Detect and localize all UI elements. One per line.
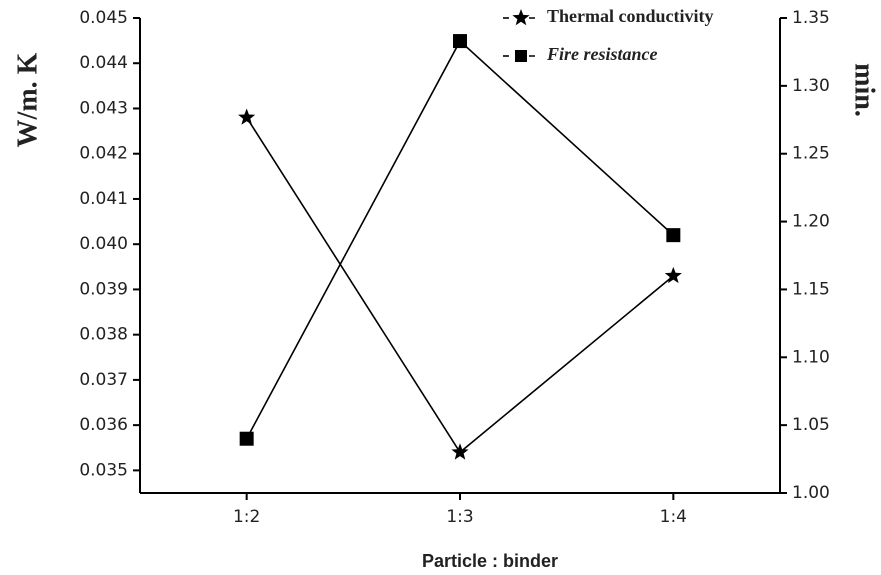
y2-axis-label: min.: [849, 63, 880, 117]
x-tick-label: 1:3: [446, 507, 473, 527]
y-tick-label: 0.045: [79, 8, 128, 28]
y2-tick-label: 1.05: [792, 415, 830, 435]
y2-tick-label: 1.00: [792, 483, 830, 503]
y2-tick-label: 1.25: [792, 144, 830, 164]
series-line: [245, 117, 674, 454]
series-line: [245, 39, 674, 440]
x-tick-label: 1:2: [233, 507, 260, 527]
legend-label: Thermal conductivity: [547, 6, 714, 26]
y2-tick-label: 1.30: [792, 76, 830, 96]
marker-square: [453, 34, 467, 49]
y-tick-label: 0.035: [79, 460, 128, 480]
y-axis-label: W/m. K: [12, 52, 43, 147]
y-tick-label: 0.042: [79, 144, 128, 164]
x-axis-label: Particle : binder: [422, 551, 558, 571]
legend-label: Fire resistance: [546, 44, 658, 64]
marker-square: [666, 228, 681, 243]
marker-star: [512, 9, 530, 26]
marker-star: [238, 108, 256, 125]
y-tick-label: 0.039: [79, 279, 128, 299]
y-tick-label: 0.043: [79, 98, 128, 118]
marker-square: [515, 50, 527, 62]
marker-square: [239, 431, 254, 446]
marker-star: [451, 443, 469, 460]
y-tick-label: 0.037: [79, 370, 128, 390]
y-tick-label: 0.040: [79, 234, 128, 254]
x-tick-label: 1:4: [660, 507, 687, 527]
marker-star: [664, 266, 682, 284]
y2-tick-label: 1.20: [792, 212, 830, 232]
y-tick-label: 0.038: [79, 325, 128, 345]
y2-tick-label: 1.15: [792, 279, 830, 299]
y2-tick-label: 1.35: [792, 8, 830, 28]
y-tick-label: 0.041: [79, 189, 128, 209]
y-tick-label: 0.036: [79, 415, 128, 435]
y2-tick-label: 1.10: [792, 347, 830, 367]
y-tick-label: 0.044: [79, 53, 128, 73]
